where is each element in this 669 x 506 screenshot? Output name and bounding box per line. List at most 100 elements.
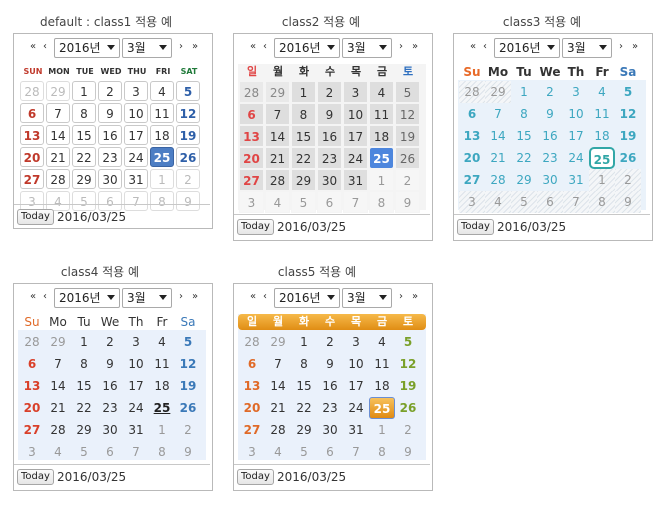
day-cell[interactable]: 20 [20, 147, 44, 167]
day-cell[interactable]: 11 [594, 107, 610, 121]
day-cell[interactable]: 22 [291, 147, 316, 169]
day-cell[interactable]: 16 [322, 379, 338, 393]
day-cell[interactable]: 28 [46, 169, 70, 189]
day-cell[interactable]: 9 [395, 191, 420, 213]
day-cell[interactable]: 6 [326, 445, 334, 459]
day-cell[interactable]: 2 [176, 169, 200, 189]
day-cell[interactable]: 14 [50, 379, 66, 393]
last-year-icon[interactable]: » [631, 41, 639, 52]
day-cell[interactable]: 18 [374, 379, 390, 393]
day-cell[interactable]: 27 [463, 173, 481, 187]
today-button[interactable]: Today [237, 219, 274, 235]
selected-day-cell[interactable]: 25 [150, 147, 174, 167]
day-cell[interactable]: 9 [106, 357, 114, 371]
day-cell[interactable]: 16 [317, 125, 342, 147]
day-cell[interactable]: 3 [343, 81, 368, 103]
day-cell[interactable]: 28 [459, 81, 485, 103]
day-cell[interactable]: 17 [343, 125, 368, 147]
day-cell[interactable]: 5 [176, 81, 200, 101]
day-cell[interactable]: 5 [183, 335, 193, 349]
day-cell[interactable]: 9 [404, 445, 412, 459]
day-cell[interactable]: 26 [176, 147, 200, 167]
day-cell[interactable]: 7 [46, 103, 70, 123]
day-cell[interactable]: 28 [239, 81, 264, 103]
day-cell[interactable]: 4 [54, 445, 62, 459]
day-cell[interactable]: 23 [542, 151, 558, 165]
day-cell[interactable]: 6 [106, 445, 114, 459]
day-cell[interactable]: 16 [98, 125, 122, 145]
day-cell[interactable]: 16 [542, 129, 558, 143]
day-cell[interactable]: 8 [158, 445, 166, 459]
day-cell[interactable]: 17 [568, 129, 584, 143]
day-cell[interactable]: 17 [124, 125, 148, 145]
first-year-icon[interactable]: « [469, 41, 477, 52]
day-cell[interactable]: 21 [490, 151, 506, 165]
day-cell[interactable]: 28 [244, 335, 260, 349]
today-button[interactable]: Today [17, 209, 54, 225]
day-cell[interactable]: 14 [490, 129, 506, 143]
day-cell[interactable]: 7 [352, 445, 360, 459]
day-cell[interactable]: 5 [80, 445, 88, 459]
day-cell[interactable]: 29 [265, 81, 290, 103]
day-cell[interactable]: 24 [568, 151, 584, 165]
selected-day-cell[interactable]: 25 [589, 147, 615, 169]
prev-month-icon[interactable]: ‹ [43, 291, 47, 302]
day-cell[interactable]: 9 [176, 191, 200, 211]
day-cell[interactable]: 2 [98, 81, 122, 101]
day-cell[interactable]: 24 [343, 147, 368, 169]
day-cell[interactable]: 8 [378, 445, 386, 459]
today-button[interactable]: Today [457, 219, 494, 235]
day-cell[interactable]: 20 [23, 401, 41, 415]
last-year-icon[interactable]: » [191, 291, 199, 302]
day-cell[interactable]: 5 [72, 191, 96, 211]
day-cell[interactable]: 18 [594, 129, 610, 143]
day-cell[interactable]: 27 [23, 423, 41, 437]
day-cell[interactable]: 11 [154, 357, 170, 371]
month-select[interactable]: 3월 [122, 38, 172, 58]
day-cell[interactable]: 28 [20, 81, 44, 101]
day-cell[interactable]: 29 [296, 423, 312, 437]
day-cell[interactable]: 6 [239, 103, 264, 125]
first-year-icon[interactable]: « [249, 291, 257, 302]
day-cell[interactable]: 3 [572, 85, 580, 99]
day-cell[interactable]: 31 [128, 423, 144, 437]
today-button[interactable]: Today [237, 469, 274, 485]
day-cell[interactable]: 7 [265, 103, 290, 125]
day-cell[interactable]: 20 [243, 401, 261, 415]
day-cell[interactable]: 15 [72, 125, 96, 145]
day-cell[interactable]: 4 [369, 81, 394, 103]
day-cell[interactable]: 1 [158, 423, 166, 437]
day-cell[interactable]: 28 [50, 423, 66, 437]
day-cell[interactable]: 9 [184, 445, 192, 459]
day-cell[interactable]: 16 [102, 379, 118, 393]
day-cell[interactable]: 22 [76, 401, 92, 415]
day-cell[interactable]: 31 [568, 173, 584, 187]
day-cell[interactable]: 4 [150, 81, 174, 101]
day-cell[interactable]: 12 [176, 103, 200, 123]
day-cell[interactable]: 10 [128, 357, 144, 371]
last-year-icon[interactable]: » [411, 291, 419, 302]
day-cell[interactable]: 14 [270, 379, 286, 393]
day-cell[interactable]: 8 [150, 191, 174, 211]
day-cell[interactable]: 23 [102, 401, 118, 415]
day-cell[interactable]: 30 [317, 169, 342, 191]
day-cell[interactable]: 13 [463, 129, 481, 143]
day-cell[interactable]: 1 [520, 85, 528, 99]
day-cell[interactable]: 31 [124, 169, 148, 189]
day-cell[interactable]: 1 [72, 81, 96, 101]
day-cell[interactable]: 20 [463, 151, 481, 165]
day-cell[interactable]: 6 [98, 191, 122, 211]
next-month-icon[interactable]: › [619, 41, 623, 52]
day-cell[interactable]: 7 [274, 357, 282, 371]
day-cell[interactable]: 21 [50, 401, 66, 415]
prev-month-icon[interactable]: ‹ [263, 291, 267, 302]
day-cell[interactable]: 2 [184, 423, 192, 437]
day-cell[interactable]: 15 [291, 125, 316, 147]
day-cell[interactable]: 17 [128, 379, 144, 393]
day-cell[interactable]: 4 [265, 191, 290, 213]
day-cell[interactable]: 1 [378, 423, 386, 437]
day-cell[interactable]: 30 [102, 423, 118, 437]
day-cell[interactable]: 19 [399, 379, 417, 393]
day-cell[interactable]: 17 [348, 379, 364, 393]
day-cell[interactable]: 9 [317, 103, 342, 125]
